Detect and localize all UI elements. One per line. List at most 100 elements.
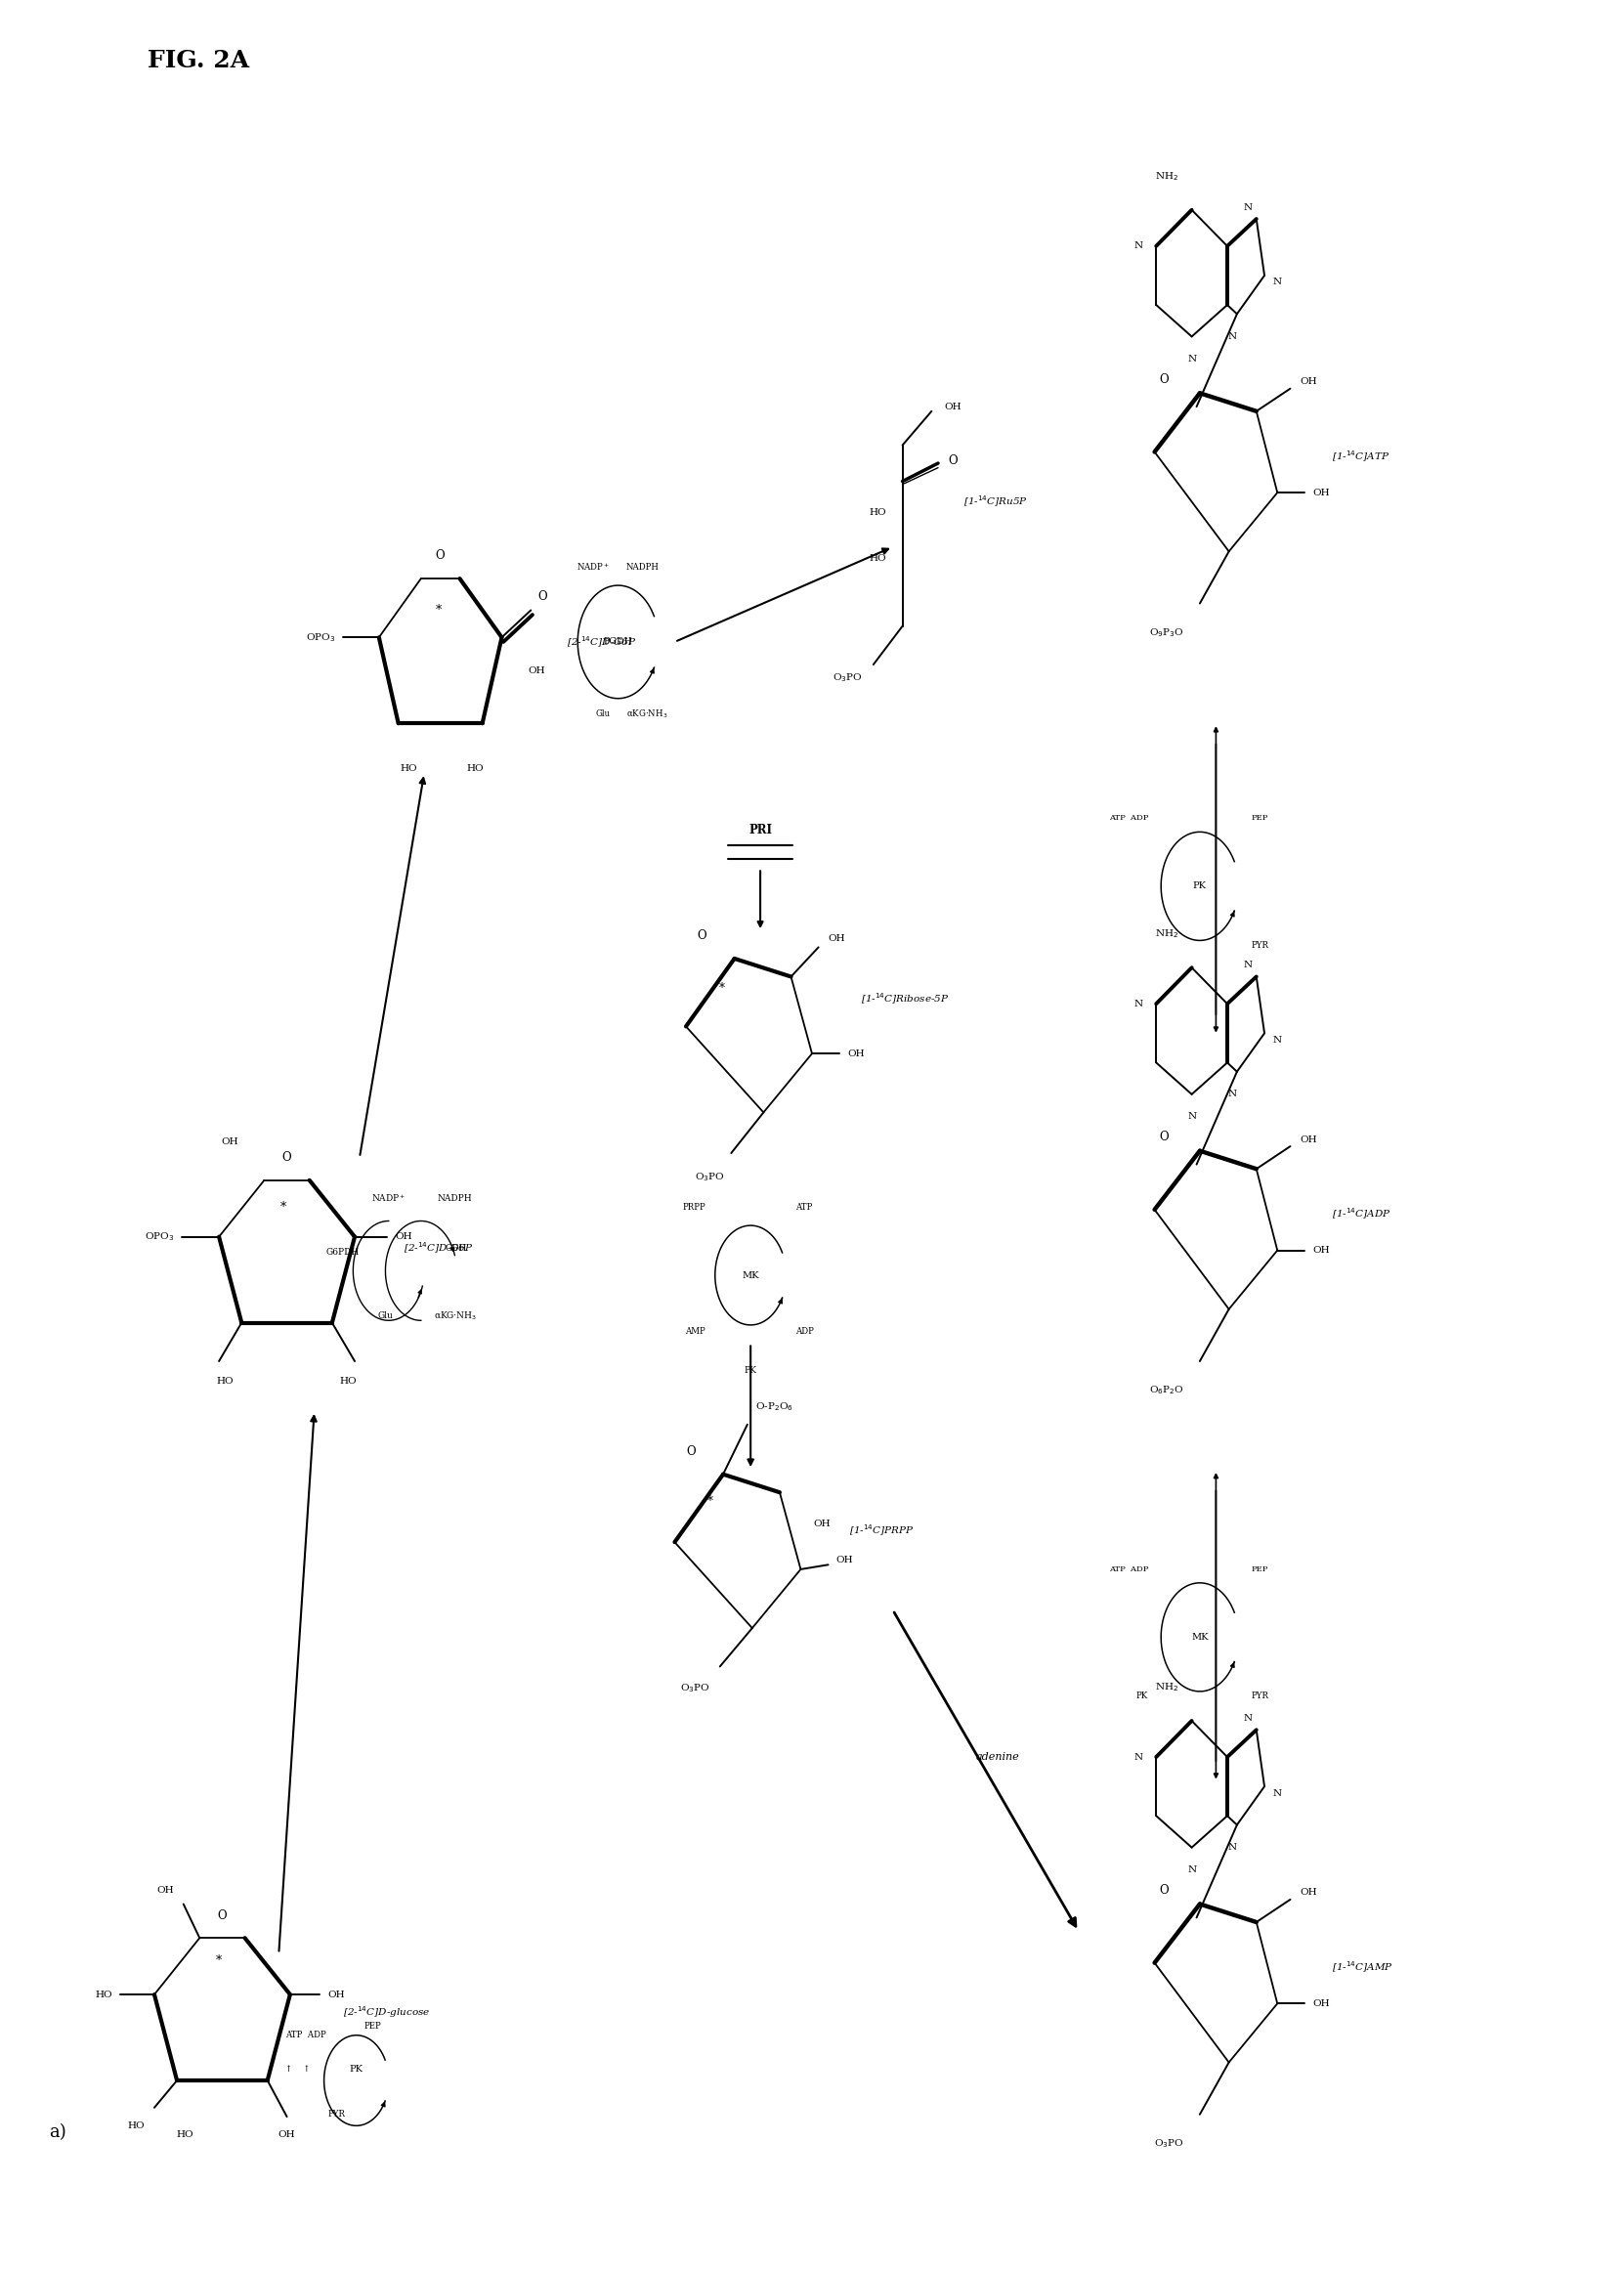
Text: GDH: GDH [445,1244,468,1253]
Text: OH: OH [1312,488,1330,497]
Text: OPO$_3$: OPO$_3$ [305,631,335,645]
Text: HO: HO [466,765,484,772]
Text: PEP: PEP [1252,1566,1268,1573]
Text: O: O [283,1151,292,1165]
Text: [1-$^{14}$C]Ru5P: [1-$^{14}$C]Ru5P [965,495,1028,508]
Text: NH$_2$: NH$_2$ [1155,1682,1179,1693]
Text: PEP: PEP [364,2023,382,2032]
Text: NADP$^+$: NADP$^+$ [372,1192,406,1203]
Text: N: N [1244,960,1252,969]
Text: [1-$^{14}$C]ATP: [1-$^{14}$C]ATP [1332,449,1390,463]
Text: ATP  ADP: ATP ADP [1109,815,1148,822]
Text: AMP: AMP [685,1328,705,1337]
Text: [1-$^{14}$C]PRPP: [1-$^{14}$C]PRPP [849,1523,914,1539]
Text: HO: HO [175,2129,193,2138]
Text: OH: OH [1312,2000,1330,2009]
Text: OH: OH [278,2129,296,2138]
Text: O: O [1160,1884,1169,1898]
Text: PYR: PYR [328,2111,346,2118]
Text: PK: PK [1137,1691,1148,1700]
Text: N: N [1244,204,1252,211]
Text: O: O [538,590,547,604]
Text: N: N [1244,1714,1252,1723]
Text: G6PDH: G6PDH [326,1248,359,1258]
Text: FIG. 2A: FIG. 2A [148,50,248,73]
Text: N: N [1187,1866,1197,1875]
Text: *: * [435,604,442,617]
Text: PK: PK [349,2066,364,2073]
Text: OH: OH [1312,1246,1330,1255]
Text: PYR: PYR [1252,1691,1268,1700]
Text: PEP: PEP [1252,815,1268,822]
Text: N: N [1273,277,1281,286]
Text: NADPH: NADPH [437,1194,473,1203]
Text: O: O [685,1446,695,1457]
Text: [2-$^{14}$C]D-glucose: [2-$^{14}$C]D-glucose [343,2004,430,2020]
Text: HO: HO [218,1378,234,1385]
Text: O: O [218,1909,227,1923]
Text: PK: PK [744,1367,757,1376]
Text: ATP  ADP: ATP ADP [1109,1566,1148,1573]
Text: O$_3$PO: O$_3$PO [831,672,862,683]
Text: ATP: ATP [796,1203,814,1212]
Text: *: * [216,1954,222,1966]
Text: NADP$^+$: NADP$^+$ [577,561,611,572]
Text: N: N [1134,999,1143,1008]
Text: O$_3$PO: O$_3$PO [1153,2136,1184,2150]
Text: O: O [435,549,445,563]
Text: OH: OH [836,1555,854,1564]
Text: ADP: ADP [796,1328,814,1337]
Text: OPO$_3$: OPO$_3$ [145,1230,174,1244]
Text: HO: HO [339,1378,357,1385]
Text: Glu: Glu [596,711,611,720]
Text: HO: HO [96,1991,112,2000]
Text: HO: HO [869,554,887,563]
Text: OH: OH [221,1137,239,1146]
Text: PGDH: PGDH [604,638,633,647]
Text: PRPP: PRPP [682,1203,705,1212]
Text: O-P$_2$O$_6$: O-P$_2$O$_6$ [755,1401,793,1412]
Text: αKG·NH$_3$: αKG·NH$_3$ [627,708,667,720]
Text: [1-$^{14}$C]ADP: [1-$^{14}$C]ADP [1332,1208,1392,1221]
Text: OH: OH [528,667,544,676]
Text: *: * [718,981,724,994]
Text: [2-$^{14}$C]D-G6P: [2-$^{14}$C]D-G6P [403,1242,473,1255]
Text: O$_3$PO: O$_3$PO [680,1682,710,1696]
Text: HO: HO [401,765,417,772]
Text: MK: MK [742,1271,758,1280]
Text: *: * [708,1496,713,1507]
Text: O$_9$P$_3$O: O$_9$P$_3$O [1148,627,1184,638]
Text: Glu: Glu [378,1312,393,1321]
Text: N: N [1187,354,1197,363]
Text: *: * [281,1201,287,1214]
Text: NADPH: NADPH [627,563,659,572]
Text: ATP  ADP: ATP ADP [286,2032,326,2041]
Text: HO: HO [127,2120,145,2129]
Text: OH: OH [156,1886,174,1895]
Text: NH$_2$: NH$_2$ [1155,170,1179,184]
Text: O: O [948,454,957,468]
Text: N: N [1228,331,1236,340]
Text: OH: OH [848,1049,864,1058]
Text: OH: OH [814,1519,831,1528]
Text: OH: OH [395,1233,412,1242]
Text: N: N [1228,1843,1236,1852]
Text: OH: OH [945,402,961,411]
Text: [1-$^{14}$C]AMP: [1-$^{14}$C]AMP [1332,1959,1393,1975]
Text: O: O [697,931,706,942]
Text: NH$_2$: NH$_2$ [1155,928,1179,940]
Text: [1-$^{14}$C]Ribose-5P: [1-$^{14}$C]Ribose-5P [861,992,948,1008]
Text: αKG·NH$_3$: αKG·NH$_3$ [434,1310,477,1321]
Text: N: N [1187,1112,1197,1121]
Text: MK: MK [1192,1632,1208,1641]
Text: OH: OH [328,1991,344,2000]
Text: O: O [1160,1130,1169,1144]
Text: OH: OH [1299,1135,1317,1144]
Text: N: N [1228,1090,1236,1099]
Text: ↑    ↑: ↑ ↑ [286,2066,310,2073]
Text: PYR: PYR [1252,940,1268,949]
Text: N: N [1134,1752,1143,1762]
Text: a): a) [49,2125,67,2141]
Text: O$_3$PO: O$_3$PO [695,1171,724,1183]
Text: OH: OH [1299,1889,1317,1898]
